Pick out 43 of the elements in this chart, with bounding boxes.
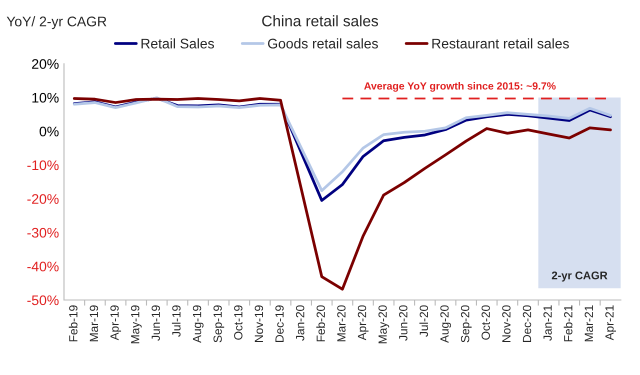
chart-title: China retail sales — [262, 15, 378, 26]
x-tick-label: May-20 — [378, 305, 390, 344]
y-tick-label: -20% — [27, 194, 59, 204]
x-tick-label: Jul-20 — [419, 305, 428, 337]
x-tick-label: Dec-19 — [275, 305, 284, 342]
x-tick-label: Oct-19 — [234, 305, 242, 340]
x-tick-label: Apr-20 — [358, 305, 369, 340]
x-tick-label: May-19 — [130, 305, 142, 344]
x-tick-label: Jul-19 — [172, 305, 181, 337]
y-tick-label: 10% — [32, 92, 59, 103]
y-tick-label: -30% — [27, 228, 59, 238]
x-tick-label: Jan-20 — [296, 305, 304, 341]
x-tick-label: Feb-19 — [68, 305, 78, 342]
legend-label: Restaurant retail sales — [432, 38, 569, 49]
x-tick-label: Jan-21 — [543, 305, 552, 341]
x-tick-label: Sep-19 — [213, 305, 224, 342]
x-tick-label: Sep-20 — [460, 305, 472, 342]
x-tick-label: Apr-21 — [605, 305, 616, 340]
x-tick-label: Nov-20 — [502, 305, 511, 342]
x-tick-label: Jun-19 — [152, 305, 160, 341]
x-tick-label: Nov-19 — [254, 305, 264, 342]
x-tick-label: Jun-20 — [399, 305, 408, 341]
legend-label: Retail Sales — [142, 38, 214, 49]
y-axis-title: YoY/ 2-yr CAGR — [6, 16, 106, 30]
x-tick-label: Mar-21 — [584, 305, 594, 342]
x-tick-label: Dec-20 — [522, 305, 532, 342]
y-tick-label: 0% — [40, 126, 59, 136]
y-tick-label: -40% — [27, 262, 59, 272]
y-tick-label: -50% — [27, 295, 59, 306]
band-label: 2-yr CAGR — [552, 271, 608, 282]
x-tick-label: Aug-19 — [192, 305, 204, 343]
line-series — [72, 97, 612, 291]
x-tick-label: Apr-19 — [110, 305, 122, 340]
y-tick-label: 20% — [32, 59, 59, 69]
x-tick-label: Oct-20 — [482, 305, 490, 340]
x-tick-label: Mar-20 — [337, 305, 346, 342]
x-tick-label: Feb-20 — [316, 305, 325, 342]
x-tick-label: Aug-20 — [440, 305, 452, 343]
x-tick-label: Mar-19 — [90, 305, 98, 342]
y-tick-label: -10% — [27, 160, 59, 170]
legend-label: Goods retail sales — [268, 38, 378, 49]
x-tick-label: Feb-21 — [564, 305, 572, 342]
ref-line-label: Average YoY growth since 2015: ~9.7% — [364, 82, 556, 92]
